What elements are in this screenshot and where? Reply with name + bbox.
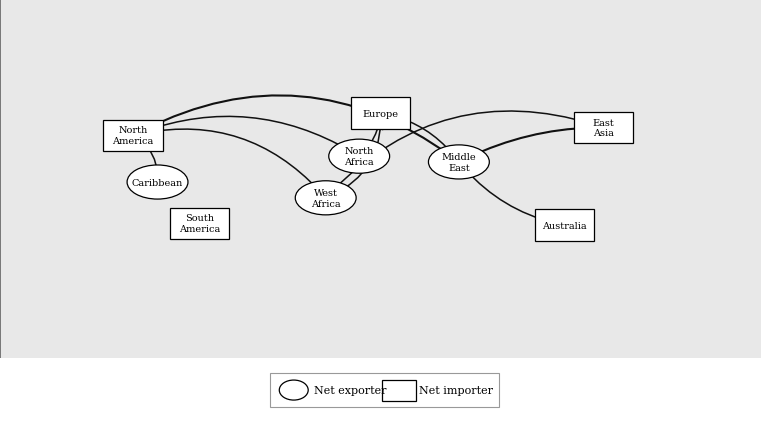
Text: North
America: North America [113,126,154,146]
Text: South
America: South America [179,214,220,233]
Text: Australia: Australia [543,221,587,230]
FancyBboxPatch shape [103,120,163,152]
Ellipse shape [279,380,308,400]
Text: Caribbean: Caribbean [132,178,183,187]
Ellipse shape [428,145,489,180]
FancyBboxPatch shape [0,0,761,358]
Text: East
Asia: East Asia [593,118,614,138]
Ellipse shape [295,181,356,215]
Ellipse shape [329,140,390,174]
FancyBboxPatch shape [170,208,229,240]
Text: Net exporter: Net exporter [314,385,386,395]
FancyBboxPatch shape [574,112,633,144]
FancyBboxPatch shape [382,381,416,401]
Text: West
Africa: West Africa [311,188,340,208]
Text: Net importer: Net importer [419,385,492,395]
Text: North
Africa: North Africa [345,147,374,167]
FancyBboxPatch shape [535,210,594,241]
Text: Middle
East: Middle East [441,153,476,172]
Text: Europe: Europe [362,109,399,118]
FancyBboxPatch shape [351,98,410,130]
FancyBboxPatch shape [270,373,499,407]
Ellipse shape [127,166,188,200]
